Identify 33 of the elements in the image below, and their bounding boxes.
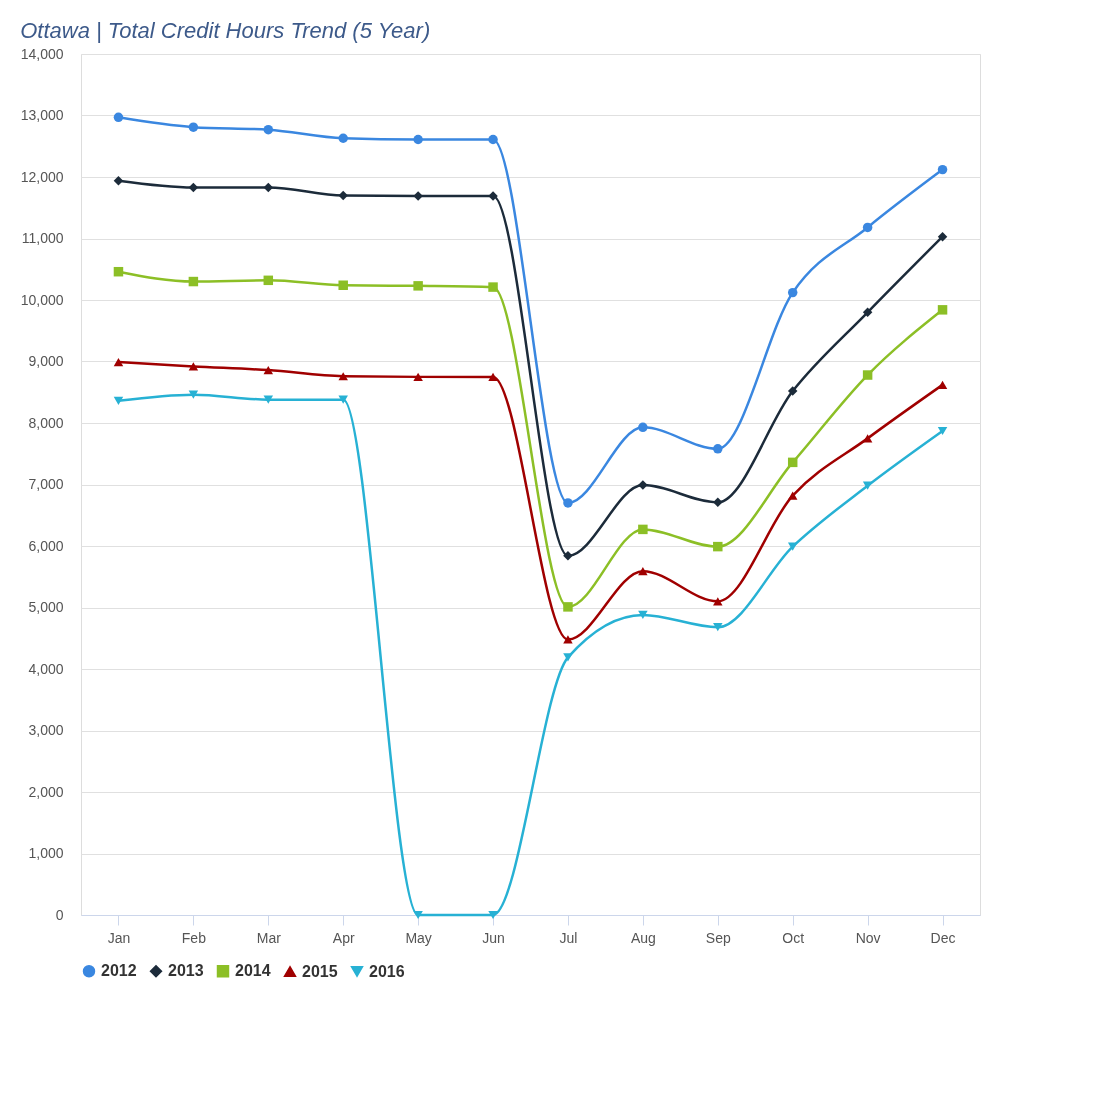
x-tick-label: Oct <box>782 929 805 946</box>
legend-label: 2016 <box>369 962 405 980</box>
x-tick-label: Sep <box>705 929 731 946</box>
x-tick-label: Dec <box>930 929 956 946</box>
y-tick-label: 10,000 <box>20 291 64 308</box>
x-tick-label: Feb <box>181 929 207 946</box>
y-tick-label: 13,000 <box>20 107 64 123</box>
legend-label: 2013 <box>168 962 204 980</box>
x-tick-label: Jun <box>482 929 505 946</box>
y-tick-label: 9,000 <box>28 353 64 369</box>
x-tick-label: Jan <box>107 929 131 946</box>
y-tick-label: 2,000 <box>28 783 64 800</box>
legend-label: 2014 <box>235 962 271 980</box>
y-tick-label: 0 <box>55 906 64 923</box>
legend-label: 2015 <box>302 962 338 980</box>
y-tick-label: 3,000 <box>28 722 64 738</box>
x-tick-label: Jul <box>559 929 578 946</box>
y-tick-label: 14,000 <box>20 45 64 62</box>
y-tick-label: 11,000 <box>21 230 64 246</box>
y-tick-label: 5,000 <box>28 599 64 615</box>
x-tick-label: Nov <box>855 929 881 946</box>
y-tick-label: 4,000 <box>28 660 64 677</box>
y-tick-label: 12,000 <box>20 168 64 185</box>
legend-label: 2012 <box>101 962 137 980</box>
y-tick-label: 6,000 <box>28 537 64 554</box>
y-tick-label: 7,000 <box>28 476 64 492</box>
y-tick-label: 1,000 <box>28 845 64 861</box>
x-tick-label: May <box>405 929 432 946</box>
x-tick-label: Mar <box>256 929 282 946</box>
y-tick-label: 8,000 <box>28 414 64 431</box>
x-tick-label: Aug <box>630 929 656 946</box>
chart-title: Ottawa | Total Credit Hours Trend (5 Year) <box>20 18 431 43</box>
x-tick-label: Apr <box>332 929 355 946</box>
